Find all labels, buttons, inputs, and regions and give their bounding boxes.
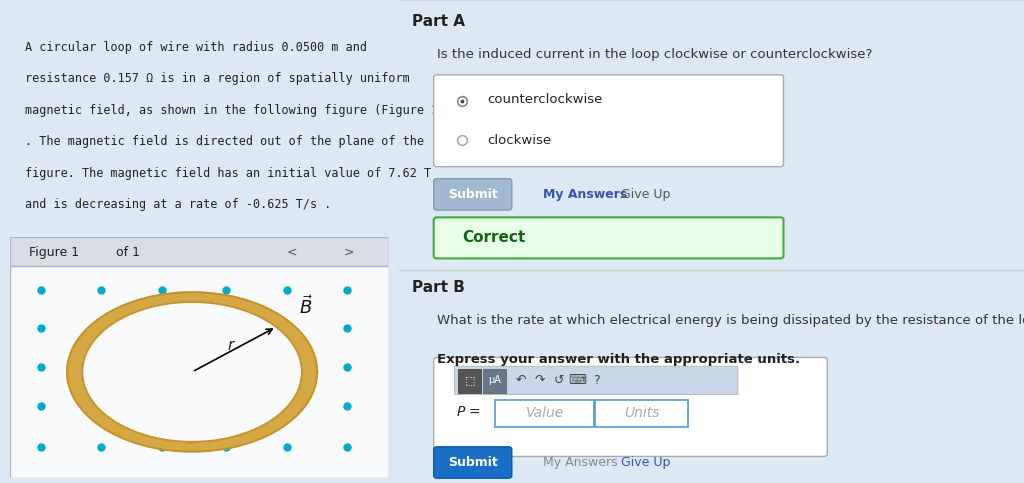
FancyBboxPatch shape <box>595 400 688 427</box>
Text: $\vec{B}$: $\vec{B}$ <box>299 296 313 318</box>
FancyBboxPatch shape <box>434 75 783 167</box>
Text: figure. The magnetic field has an initial value of 7.62 T: figure. The magnetic field has an initia… <box>26 167 431 180</box>
FancyBboxPatch shape <box>434 217 783 258</box>
Text: Is the induced current in the loop clockwise or counterclockwise?: Is the induced current in the loop clock… <box>437 48 872 61</box>
FancyBboxPatch shape <box>10 237 389 266</box>
FancyBboxPatch shape <box>455 366 738 395</box>
Text: $P$ =: $P$ = <box>456 405 480 419</box>
Text: ⬚: ⬚ <box>465 375 475 385</box>
Text: <: < <box>287 246 297 259</box>
Text: clockwise: clockwise <box>486 134 551 146</box>
Text: What is the rate at which electrical energy is being dissipated by the resistanc: What is the rate at which electrical ene… <box>437 314 1024 327</box>
Text: ↶: ↶ <box>516 374 526 386</box>
Text: ?: ? <box>593 374 599 386</box>
Polygon shape <box>68 292 317 452</box>
Text: counterclockwise: counterclockwise <box>486 93 602 105</box>
Text: >: > <box>344 246 354 259</box>
Text: Express your answer with the appropriate units.: Express your answer with the appropriate… <box>437 353 800 366</box>
Text: Correct: Correct <box>462 230 525 245</box>
Text: My Answers: My Answers <box>543 456 617 469</box>
Text: Submit: Submit <box>449 188 498 200</box>
Text: Part A: Part A <box>412 14 465 29</box>
FancyBboxPatch shape <box>483 369 506 393</box>
Text: A circular loop of wire with radius 0.0500 m and: A circular loop of wire with radius 0.05… <box>26 41 368 54</box>
Text: My Answers: My Answers <box>543 188 628 200</box>
FancyBboxPatch shape <box>434 357 827 456</box>
FancyBboxPatch shape <box>10 266 389 478</box>
Text: of 1: of 1 <box>117 246 140 259</box>
Text: . The magnetic field is directed out of the plane of the: . The magnetic field is directed out of … <box>26 135 424 148</box>
FancyBboxPatch shape <box>458 369 481 393</box>
Polygon shape <box>82 302 302 442</box>
FancyBboxPatch shape <box>434 447 512 478</box>
Text: Units: Units <box>624 406 659 420</box>
Text: ↷: ↷ <box>535 374 545 386</box>
Text: Give Up: Give Up <box>622 188 671 200</box>
Text: Value: Value <box>525 406 564 420</box>
Text: Submit: Submit <box>449 456 498 469</box>
Text: and is decreasing at a rate of -0.625 T/s .: and is decreasing at a rate of -0.625 T/… <box>26 198 332 211</box>
Text: μA: μA <box>488 375 502 385</box>
Text: resistance 0.157 Ω is in a region of spatially uniform: resistance 0.157 Ω is in a region of spa… <box>26 72 411 85</box>
Text: Part B: Part B <box>412 280 465 295</box>
Text: ↺: ↺ <box>553 374 564 386</box>
Text: ⌨: ⌨ <box>568 374 587 386</box>
FancyBboxPatch shape <box>434 179 512 210</box>
FancyBboxPatch shape <box>495 400 594 427</box>
Text: magnetic field, as shown in the following figure (Figure 1): magnetic field, as shown in the followin… <box>26 103 445 116</box>
Text: Figure 1: Figure 1 <box>29 246 79 259</box>
Text: Give Up: Give Up <box>622 456 671 469</box>
Text: $r$: $r$ <box>227 338 236 353</box>
